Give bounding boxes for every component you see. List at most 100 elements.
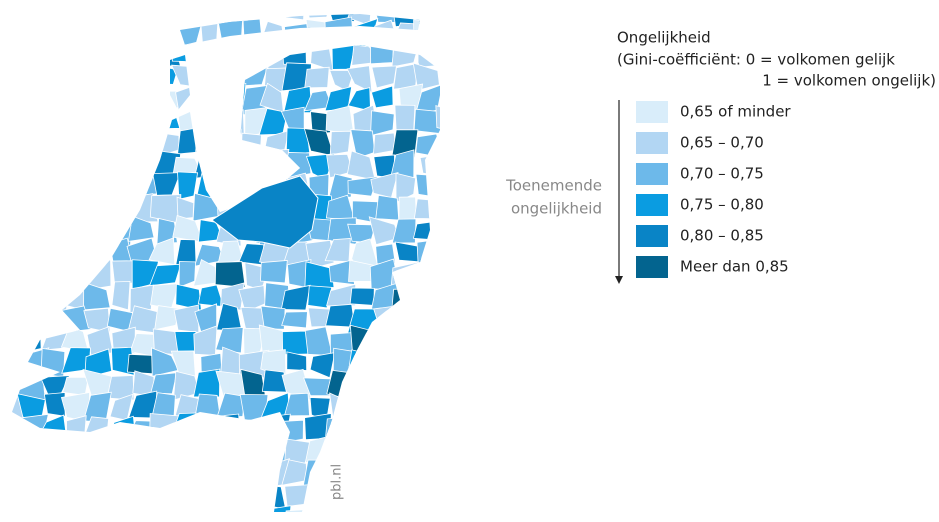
municipality — [325, 416, 357, 443]
municipality — [419, 265, 440, 286]
municipality — [413, 198, 440, 220]
municipality — [325, 439, 355, 464]
municipality — [370, 171, 399, 199]
municipality — [391, 218, 417, 244]
municipality — [105, 63, 133, 89]
municipality — [441, 85, 464, 112]
municipality — [41, 192, 70, 218]
municipality — [391, 39, 421, 68]
municipality — [42, 18, 69, 46]
municipality — [17, 67, 50, 90]
municipality — [12, 149, 28, 177]
municipality — [347, 176, 379, 197]
municipality — [61, 218, 94, 248]
municipality — [373, 305, 396, 326]
municipality — [214, 261, 246, 288]
municipality — [18, 502, 47, 512]
legend-subtitle: 1 = volkomen ongelijk) — [762, 72, 936, 90]
municipality — [417, 39, 440, 68]
municipality — [41, 456, 71, 488]
municipality — [39, 214, 70, 247]
municipality — [391, 396, 423, 420]
municipality — [415, 306, 440, 335]
municipality — [419, 154, 440, 176]
municipality — [370, 110, 395, 137]
municipality — [61, 197, 94, 217]
municipality — [12, 328, 24, 354]
municipality — [200, 22, 219, 47]
municipality — [66, 415, 87, 443]
municipality — [346, 150, 376, 181]
municipality — [242, 17, 264, 49]
municipality — [134, 507, 159, 512]
municipality — [221, 82, 247, 110]
municipality — [239, 480, 264, 506]
municipality — [416, 14, 440, 24]
municipality — [83, 177, 113, 203]
municipality — [85, 149, 108, 178]
municipality — [111, 129, 132, 158]
municipality — [12, 459, 23, 488]
municipality — [375, 243, 396, 265]
legend-swatch — [636, 225, 668, 247]
municipality — [220, 502, 245, 512]
municipality — [106, 173, 131, 201]
municipality — [348, 349, 375, 378]
municipality — [64, 478, 89, 506]
municipality — [150, 283, 180, 310]
municipality — [215, 39, 244, 67]
municipality — [105, 17, 132, 47]
municipality — [65, 153, 88, 172]
municipality — [414, 288, 440, 307]
municipality — [442, 288, 466, 309]
municipality — [154, 507, 174, 512]
municipality — [438, 151, 440, 179]
municipality — [347, 374, 373, 400]
municipality — [436, 127, 440, 153]
municipality — [107, 459, 137, 482]
municipality — [62, 376, 89, 396]
municipality — [16, 84, 49, 116]
municipality — [175, 83, 201, 112]
municipality — [284, 484, 314, 507]
municipality — [46, 134, 64, 152]
municipality — [259, 41, 288, 71]
municipality — [83, 87, 116, 115]
municipality — [368, 440, 397, 467]
municipality — [82, 215, 115, 246]
municipality — [193, 64, 224, 91]
municipality — [83, 307, 111, 333]
municipality — [217, 17, 244, 48]
municipality — [108, 482, 134, 509]
municipality — [87, 479, 115, 505]
municipality — [156, 217, 178, 245]
municipality — [368, 353, 400, 375]
municipality — [371, 65, 397, 89]
municipality — [43, 237, 71, 266]
legend-label: 0,80 – 0,85 — [680, 227, 764, 245]
municipality — [44, 263, 69, 291]
municipality — [129, 284, 154, 314]
municipality — [260, 305, 286, 330]
municipality — [40, 110, 69, 137]
municipality — [414, 377, 440, 400]
municipality — [216, 392, 246, 419]
municipality — [435, 17, 440, 43]
municipality — [393, 369, 417, 401]
municipality — [304, 66, 330, 89]
municipality — [412, 457, 440, 485]
municipality — [40, 173, 70, 198]
legend: 0,65 of minder 0,65 – 0,70 0,70 – 0,75 0,75… — [636, 101, 791, 278]
municipality — [150, 461, 176, 490]
municipality — [109, 434, 138, 467]
municipality — [127, 44, 156, 68]
municipality — [304, 326, 333, 356]
municipality — [415, 133, 440, 159]
municipality — [108, 86, 136, 115]
municipality — [154, 305, 181, 331]
municipality — [437, 221, 440, 244]
municipality — [39, 14, 71, 28]
municipality — [149, 413, 181, 437]
municipality — [62, 466, 87, 481]
municipality — [131, 111, 156, 135]
